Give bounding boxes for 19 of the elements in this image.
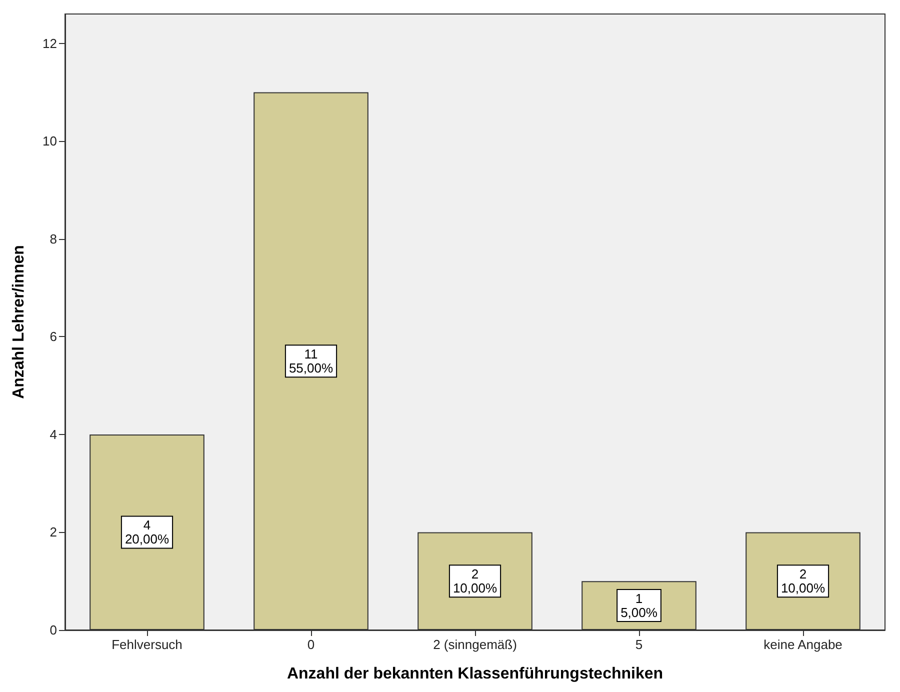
x-tick-label: 5: [635, 637, 643, 652]
y-tick-label: 6: [50, 329, 57, 344]
x-tick-label: 2 (sinngemäß): [433, 637, 517, 652]
y-tick-label: 4: [50, 426, 57, 442]
data-label: 11 55,00%: [288, 346, 334, 376]
data-label: 1 5,00%: [620, 591, 658, 620]
x-tick-label: 0: [307, 637, 315, 652]
y-tick-label: 8: [50, 231, 57, 246]
x-axis-title: Anzahl der bekannten Klassenführungstechniken: [286, 666, 664, 682]
data-label: 2 10,00%: [780, 566, 826, 596]
y-axis-title: Anzahl Lehrer/innen: [10, 245, 28, 399]
data-label: 2 10,00%: [452, 566, 498, 596]
y-tick-label: 10: [42, 134, 57, 149]
x-tick-label: Fehlversuch: [112, 637, 182, 652]
data-label: 4 20,00%: [124, 518, 170, 547]
y-tick-label: 12: [42, 36, 57, 51]
y-tick-label: 0: [50, 622, 57, 638]
y-tick-label: 2: [50, 524, 57, 540]
x-tick-label: keine Angabe: [764, 637, 842, 652]
